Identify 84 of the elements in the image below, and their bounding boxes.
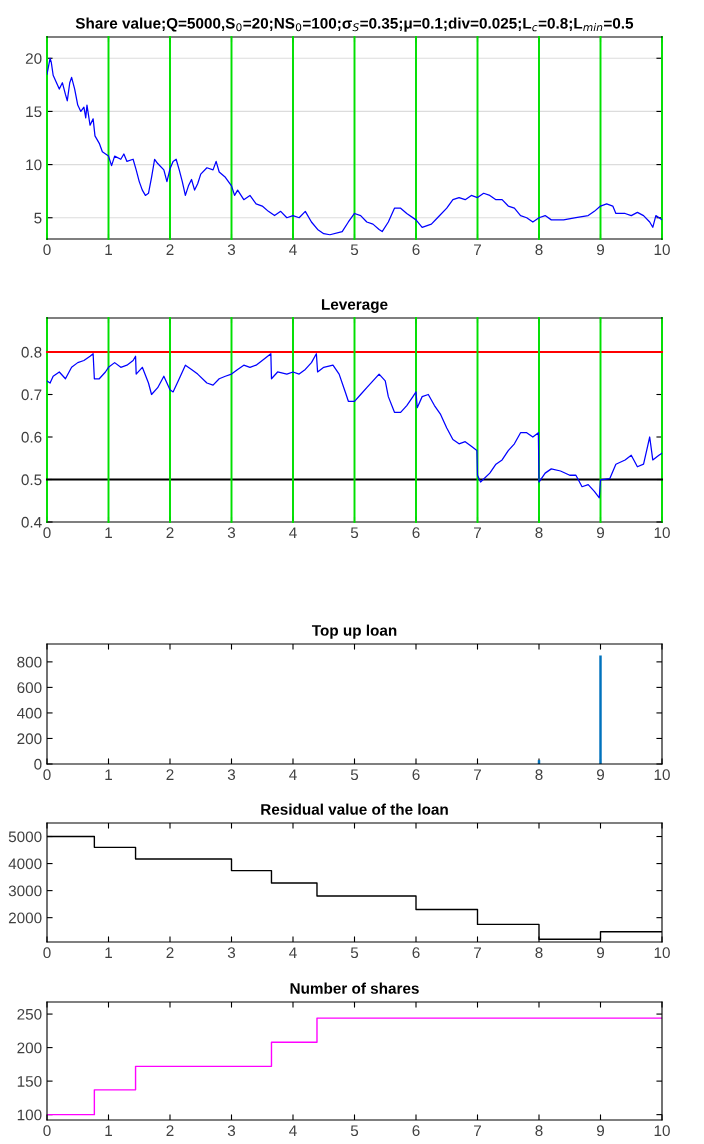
x-tick-label: 7 [474,244,481,255]
x-tick-label: 6 [412,527,420,539]
x-tick-label: 2 [166,244,174,255]
x-tick-label: 10 [654,1125,670,1137]
y-tick-label: 0 [34,758,42,770]
x-tick-label: 7 [474,1125,481,1136]
chart-title: Residual value of the loan [261,803,448,815]
y-tick-label: 10 [26,159,42,171]
y-tick-label: 600 [17,682,42,694]
y-tick-label: 5000 [8,831,42,843]
y-tick-label: 150 [17,1075,42,1087]
x-tick-label: 1 [105,769,112,780]
x-tick-label: 10 [654,769,670,781]
x-tick-label: 1 [105,527,112,538]
x-tick-label: 2 [166,769,174,780]
y-tick-label: 200 [17,733,42,745]
x-tick-label: 6 [412,1125,420,1137]
x-tick-label: 3 [227,244,236,256]
y-tick-label: 4000 [8,858,42,870]
chart-title: Leverage [321,299,388,313]
chart-title: Share value;Q=5000,S$_{0}$=20;NS$_{0}$=100;σ$_{S}$=0.35;μ=0.1;div=0.025;L$_{c}$=0.8;L$_{min}$=0.5 [75,17,634,32]
x-tick-label: 2 [166,527,174,538]
x-tick-label: 8 [535,1125,543,1137]
x-tick-label: 9 [596,527,605,539]
x-tick-label: 8 [535,947,543,959]
x-tick-label: 0 [43,947,51,959]
x-tick-label: 8 [535,244,543,256]
x-tick-label: 4 [289,244,297,255]
x-tick-label: 8 [535,769,543,781]
x-tick-label: 7 [474,947,481,958]
x-tick-label: 4 [289,947,297,958]
x-tick-label: 7 [474,769,481,780]
x-tick-label: 0 [43,244,51,256]
y-tick-label: 5 [34,212,42,224]
y-tick-label: 0.5 [21,474,42,486]
y-tick-label: 800 [17,656,42,668]
x-tick-label: 9 [596,244,605,256]
x-tick-label: 5 [350,769,359,781]
y-tick-label: 0.6 [21,431,42,443]
x-tick-label: 4 [289,527,297,538]
x-tick-label: 2 [166,947,174,958]
chart-title: Top up loan [311,624,397,639]
line-series [47,57,662,236]
x-tick-label: 6 [412,244,420,256]
x-tick-label: 3 [227,1125,236,1137]
x-tick-label: 1 [105,244,112,255]
y-tick-label: 0.7 [21,389,42,401]
y-tick-label: 15 [26,106,42,118]
y-tick-label: 100 [17,1109,42,1121]
x-tick-label: 10 [654,947,670,959]
y-tick-label: 0.4 [21,516,42,528]
x-tick-label: 4 [289,769,297,780]
x-tick-label: 5 [350,1125,359,1137]
y-tick-label: 400 [17,707,42,719]
x-tick-label: 0 [43,1125,51,1137]
x-tick-label: 3 [227,769,236,781]
x-tick-label: 5 [350,244,359,256]
x-tick-label: 3 [227,947,236,959]
y-tick-label: 20 [25,53,42,64]
x-tick-label: 10 [654,527,670,539]
x-tick-label: 6 [412,947,420,959]
x-tick-label: 1 [105,947,112,958]
y-tick-label: 200 [17,1042,42,1054]
line-series [47,353,662,499]
x-tick-label: 9 [596,1125,605,1137]
x-tick-label: 10 [654,244,670,256]
x-tick-label: 3 [227,527,236,539]
x-tick-label: 7 [474,527,481,538]
x-tick-label: 5 [350,947,359,959]
x-tick-label: 6 [412,769,420,781]
x-tick-label: 8 [535,527,543,539]
y-tick-label: 250 [17,1008,42,1020]
x-tick-label: 0 [43,527,51,539]
x-tick-label: 9 [596,947,605,959]
x-tick-label: 2 [166,1125,174,1136]
y-tick-label: 3000 [8,885,42,897]
y-tick-label: 2000 [8,912,42,924]
x-tick-label: 1 [105,1125,112,1136]
x-tick-label: 4 [289,1125,297,1136]
y-tick-label: 0.8 [21,346,42,358]
x-tick-label: 9 [596,769,605,781]
chart-title: Number of shares [290,982,419,994]
x-tick-label: 5 [350,527,359,539]
x-tick-label: 0 [43,769,51,781]
